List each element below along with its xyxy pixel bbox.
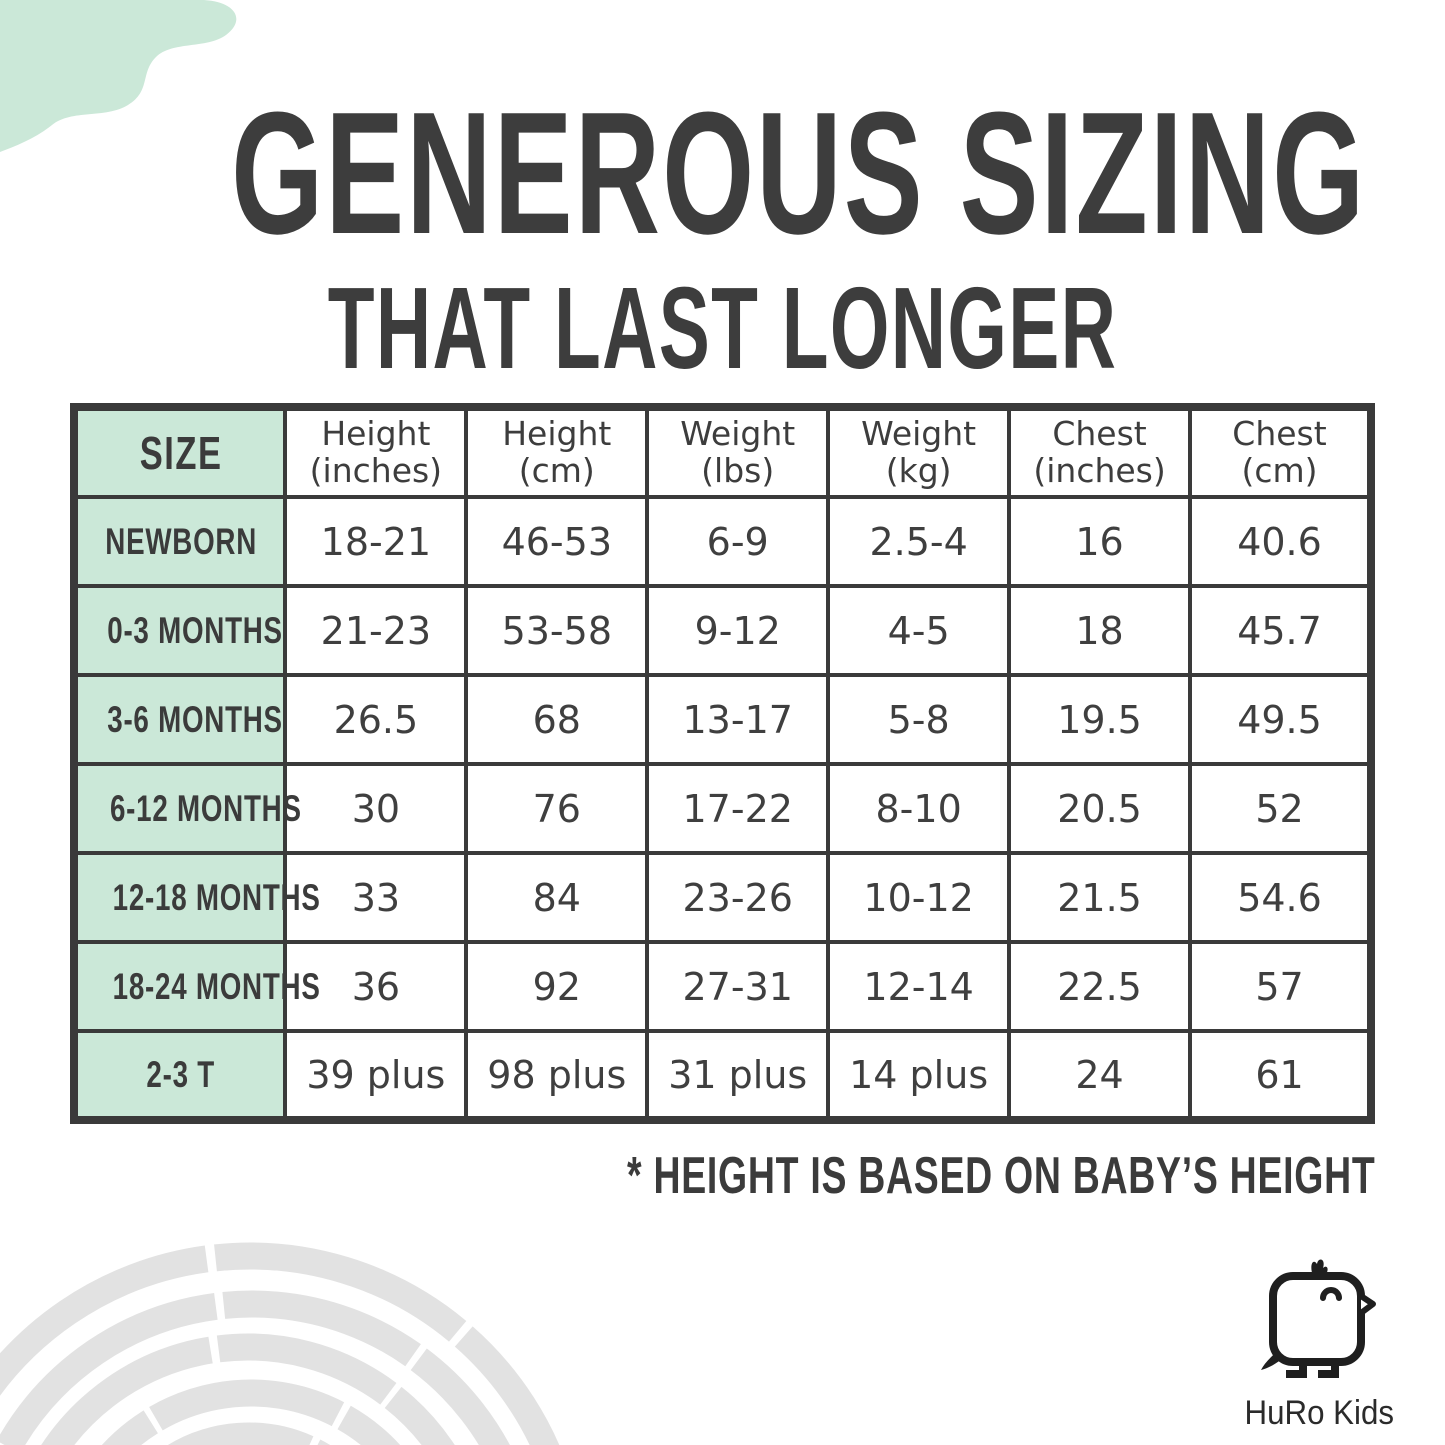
table-row-3-6-months: 3-6 MONTHS 26.5 68 13-17 5-8 19.5 49.5: [71, 673, 1373, 766]
data-cell: 68: [464, 673, 650, 766]
table-row-18-24-months: 18-24 MONTHS 36 92 27-31 12-14 22.5 57: [71, 940, 1373, 1033]
column-header-height-inches: Height (inches): [283, 405, 469, 499]
row-label: 0-3 MONTHS: [71, 584, 288, 677]
data-cell: 6-9: [645, 495, 831, 588]
data-cell: 20.5: [1007, 762, 1193, 855]
footnote-text: * HEIGHT IS BASED ON BABY’S HEIGHT: [626, 1147, 1375, 1205]
data-cell: 21-23: [283, 584, 469, 677]
footnote: * HEIGHT IS BASED ON BABY’S HEIGHT: [336, 1146, 1375, 1206]
table-row-newborn: NEWBORN 18-21 46-53 6-9 2.5-4 16 40.6: [71, 495, 1373, 588]
data-cell: 61: [1188, 1029, 1373, 1122]
size-chart-table: SIZE Height (inches) Height (cm) Weight …: [70, 403, 1375, 1124]
data-cell: 5-8: [826, 673, 1012, 766]
column-header-weight-lbs: Weight (lbs): [645, 405, 831, 499]
data-cell: 22.5: [1007, 940, 1193, 1033]
data-cell: 2.5-4: [826, 495, 1012, 588]
data-cell: 23-26: [645, 851, 831, 944]
size-header-label: SIZE: [139, 427, 223, 479]
data-cell: 27-31: [645, 940, 831, 1033]
data-cell: 46-53: [464, 495, 650, 588]
title-line-2: THAT LAST LONGER: [327, 263, 1118, 393]
data-cell: 31 plus: [645, 1029, 831, 1122]
data-cell: 52: [1188, 762, 1373, 855]
data-cell: 26.5: [283, 673, 469, 766]
data-cell: 40.6: [1188, 495, 1373, 588]
data-cell: 4-5: [826, 584, 1012, 677]
data-cell: 19.5: [1007, 673, 1193, 766]
bird-chick-icon: [1261, 1259, 1376, 1378]
data-cell: 84: [464, 851, 650, 944]
column-header-weight-kg: Weight (kg): [826, 405, 1012, 499]
data-cell: 18-21: [283, 495, 469, 588]
table-row-12-18-months: 12-18 MONTHS 33 84 23-26 10-12 21.5 54.6: [71, 851, 1373, 944]
data-cell: 13-17: [645, 673, 831, 766]
data-cell: 24: [1007, 1029, 1193, 1122]
data-cell: 33: [283, 851, 469, 944]
data-cell: 45.7: [1188, 584, 1373, 677]
data-cell: 36: [283, 940, 469, 1033]
data-cell: 10-12: [826, 851, 1012, 944]
row-label: 18-24 MONTHS: [71, 940, 320, 1033]
row-label: 2-3 T: [71, 1029, 288, 1122]
data-cell: 16: [1007, 495, 1193, 588]
data-cell: 49.5: [1188, 673, 1373, 766]
data-cell: 9-12: [645, 584, 831, 677]
data-cell: 57: [1188, 940, 1373, 1033]
data-cell: 14 plus: [826, 1029, 1012, 1122]
mint-blob-decoration: [0, 0, 237, 152]
page-title: GENEROUS SIZING THAT LAST LONGER: [0, 75, 1445, 393]
table-row-0-3-months: 0-3 MONTHS 21-23 53-58 9-12 4-5 18 45.7: [71, 584, 1373, 677]
row-label: 12-18 MONTHS: [71, 851, 320, 944]
column-header-chest-cm: Chest (cm): [1188, 405, 1373, 499]
size-column-header: SIZE: [71, 405, 288, 499]
data-cell: 30: [283, 762, 469, 855]
data-cell: 18: [1007, 584, 1193, 677]
row-label: 6-12 MONTHS: [71, 762, 301, 855]
column-header-height-cm: Height (cm): [464, 405, 650, 499]
brand-logo: HuRo Kids: [1238, 1256, 1398, 1433]
data-cell: 53-58: [464, 584, 650, 677]
data-cell: 8-10: [826, 762, 1012, 855]
column-header-chest-inches: Chest (inches): [1007, 405, 1193, 499]
scribble-arcs-decoration: [0, 1242, 588, 1445]
data-cell: 17-22: [645, 762, 831, 855]
data-cell: 98 plus: [464, 1029, 650, 1122]
data-cell: 54.6: [1188, 851, 1373, 944]
row-label: 3-6 MONTHS: [71, 673, 288, 766]
data-cell: 76: [464, 762, 650, 855]
table-row-6-12-months: 6-12 MONTHS 30 76 17-22 8-10 20.5 52: [71, 762, 1373, 855]
table-row-2-3t: 2-3 T 39 plus 98 plus 31 plus 14 plus 24…: [71, 1029, 1373, 1122]
table-header-row: SIZE Height (inches) Height (cm) Weight …: [71, 405, 1373, 499]
title-line-1: GENEROUS SIZING: [231, 75, 1367, 270]
data-cell: 12-14: [826, 940, 1012, 1033]
brand-name: HuRo Kids: [1244, 1394, 1395, 1432]
data-cell: 39 plus: [283, 1029, 469, 1122]
row-label: NEWBORN: [71, 495, 288, 588]
data-cell: 21.5: [1007, 851, 1193, 944]
data-cell: 92: [464, 940, 650, 1033]
